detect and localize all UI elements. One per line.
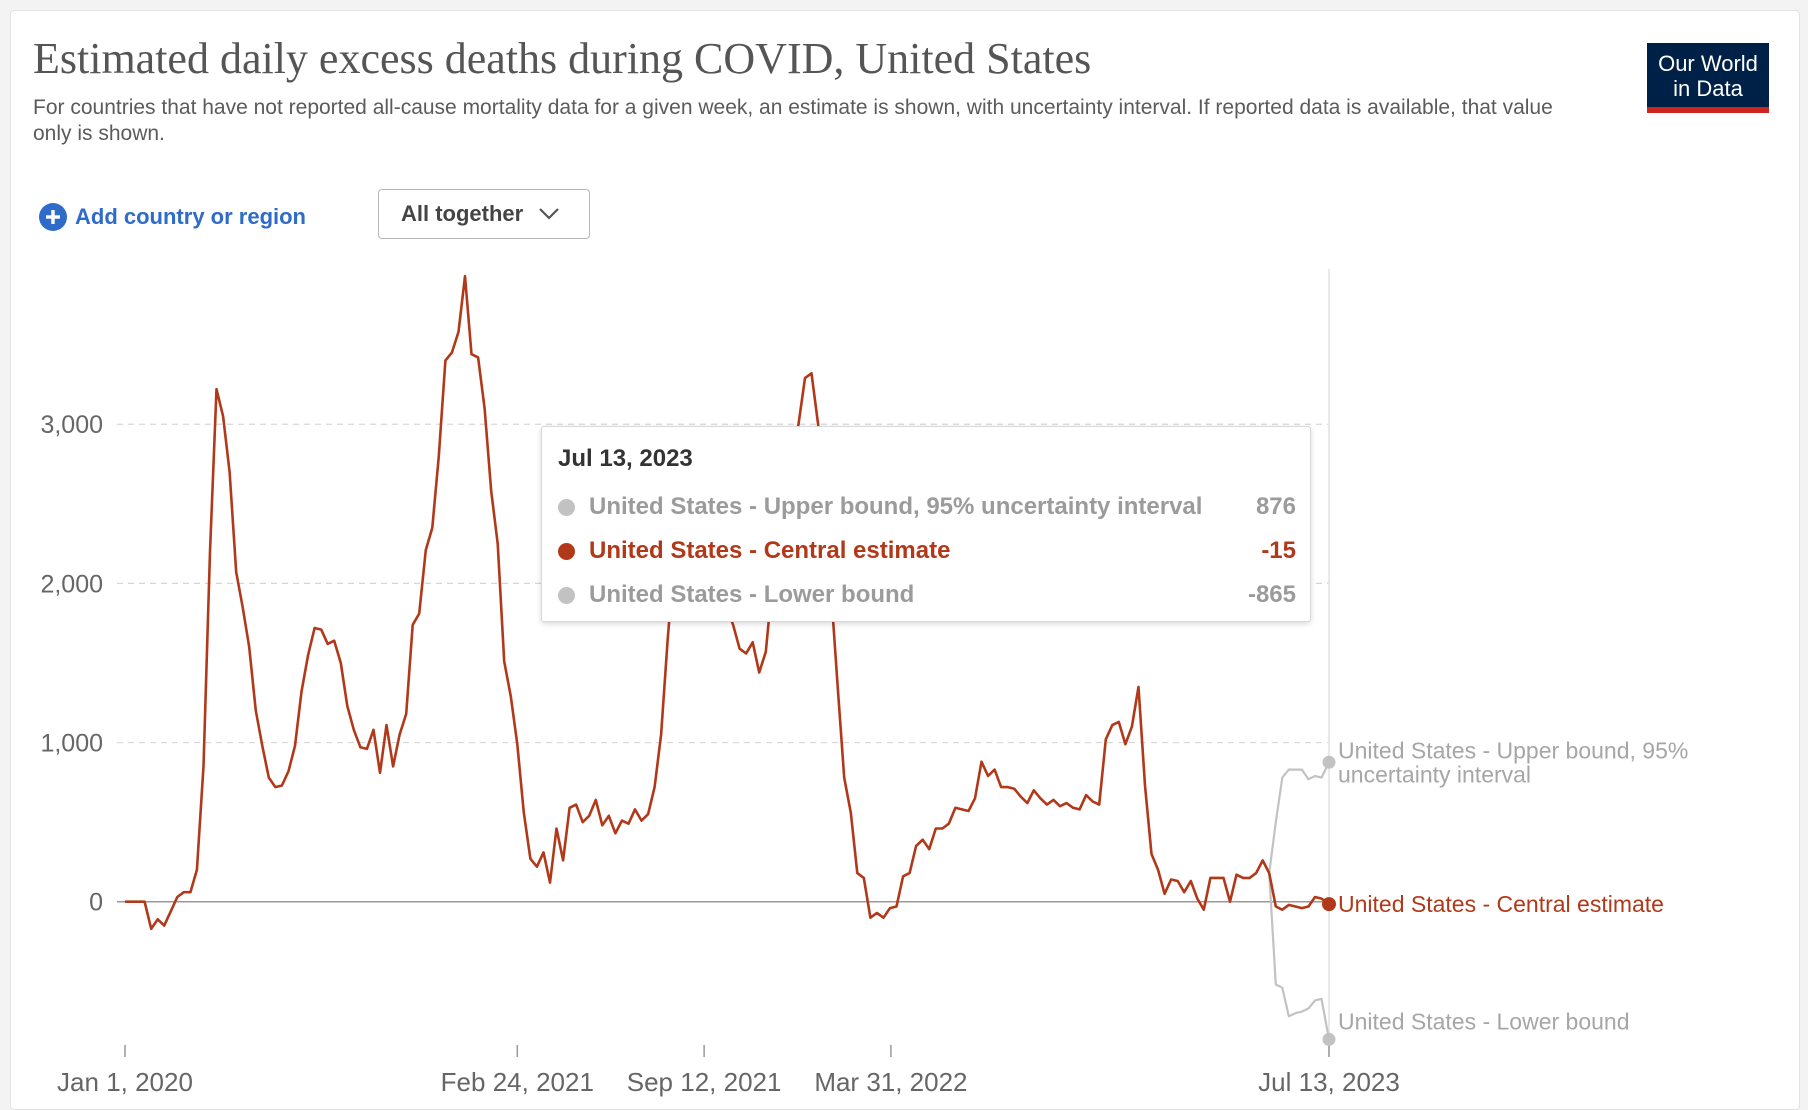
x-tick-label: Jul 13, 2023	[1258, 1067, 1400, 1097]
tooltip-series-value: 876	[1255, 493, 1296, 520]
tooltip-series-name: United States - Central estimate	[589, 537, 951, 564]
logo-line-1: Our World	[1658, 51, 1758, 76]
owid-logo[interactable]: Our World in Data	[1647, 43, 1769, 113]
series-end-point	[1322, 897, 1336, 912]
series-line	[125, 274, 1330, 931]
tooltip-dot-central	[558, 542, 575, 560]
x-tick-label: Mar 31, 2022	[814, 1067, 967, 1097]
tooltip-dot-lower	[558, 586, 575, 604]
chart-title: Estimated daily excess deaths during COV…	[33, 34, 1092, 83]
chart-subtitle: For countries that have not reported all…	[33, 96, 1553, 145]
series-end-point	[1322, 1032, 1336, 1046]
x-tick-label: Feb 24, 2021	[441, 1067, 594, 1097]
plus-circle-icon	[39, 203, 67, 231]
add-country-button[interactable]: Add country or region	[39, 203, 306, 231]
y-tick-label: 2,000	[40, 570, 103, 598]
y-tick-label: 0	[89, 889, 103, 917]
upper-bound-end-label: uncertainty interval	[1338, 761, 1531, 787]
lower-bound-end-label: United States - Lower bound	[1338, 1008, 1630, 1034]
central-estimate-end-label: United States - Central estimate	[1338, 891, 1664, 917]
y-tick-label: 1,000	[40, 730, 103, 758]
series-line	[1268, 761, 1330, 874]
view-mode-select[interactable]: All together	[378, 189, 590, 239]
tooltip-row-upper: United States - Upper bound, 95% uncerta…	[558, 485, 1296, 529]
y-tick-label: 3,000	[40, 411, 103, 439]
tooltip-series-name: United States - Lower bound	[589, 581, 915, 608]
chart-card: Estimated daily excess deaths during COV…	[10, 10, 1800, 1110]
tooltip-series-value: -15	[1261, 537, 1296, 564]
add-country-label: Add country or region	[75, 204, 306, 229]
view-mode-value: All together	[401, 201, 524, 226]
series-end-point	[1322, 755, 1336, 769]
tooltip-date: Jul 13, 2023	[558, 445, 693, 472]
chevron-down-icon	[539, 208, 560, 220]
tooltip-dot-upper	[558, 498, 575, 516]
logo-line-2: in Data	[1673, 76, 1743, 101]
series-line	[1268, 873, 1331, 1040]
tooltip-series-value: -865	[1247, 581, 1296, 608]
upper-bound-end-label: United States - Upper bound, 95%	[1338, 737, 1688, 763]
x-tick-label: Sep 12, 2021	[627, 1067, 782, 1097]
tooltip: Jul 13, 2023 United States - Upper bound…	[541, 426, 1311, 622]
tooltip-row-lower: United States - Lower bound -865	[558, 573, 1296, 617]
line-chart[interactable]: 0 1,000 2,000 3,000 Jan 1, 2020 Feb 24, 2021 S…	[11, 11, 1799, 1109]
tooltip-row-central: United States - Central estimate -15	[558, 529, 1296, 573]
x-tick-label: Jan 1, 2020	[57, 1067, 193, 1097]
tooltip-series-name: United States - Upper bound, 95% uncerta…	[589, 493, 1203, 520]
